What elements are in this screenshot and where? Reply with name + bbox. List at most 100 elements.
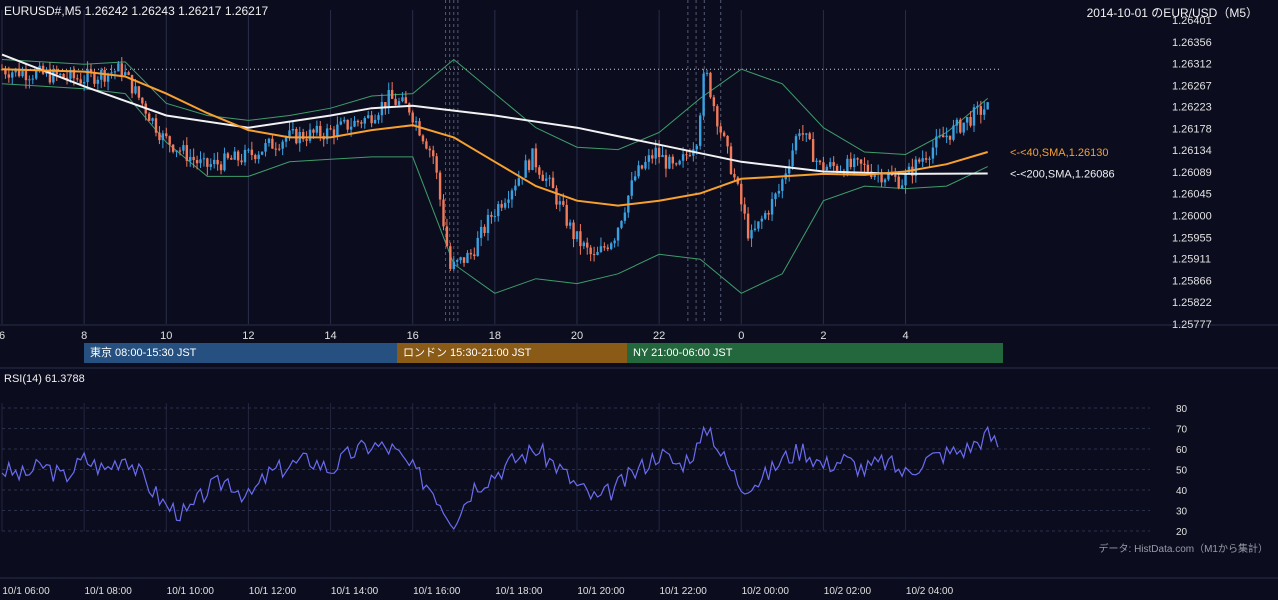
candle-body	[921, 158, 924, 162]
candle-body	[199, 159, 202, 164]
rsi-x-tick-label: 10/1 14:00	[331, 586, 379, 597]
price-panel: <-<40,SMA,1.26130 <-<200,SMA,1.26086	[0, 53, 1115, 294]
candle-body	[124, 72, 127, 76]
x-tick-label: 22	[653, 330, 665, 342]
candle-body	[154, 118, 158, 133]
candle-body	[811, 139, 815, 162]
candle-body	[103, 70, 106, 82]
candle-body	[134, 86, 137, 94]
candle-body	[897, 176, 900, 189]
candle-body	[79, 79, 82, 84]
session-tokyo: 東京 08:00-15:30 JST	[84, 343, 397, 363]
candle-body	[312, 129, 315, 133]
candle-body	[418, 121, 421, 136]
candle-body	[319, 125, 322, 137]
candle-body	[760, 218, 763, 222]
candle-body	[620, 220, 623, 228]
candle-body	[914, 159, 918, 176]
candle-body	[435, 156, 438, 173]
x-tick-label: 10	[160, 330, 172, 342]
candle-body	[35, 70, 38, 79]
candle-body	[541, 174, 544, 181]
candle-body	[390, 89, 394, 99]
candle-body	[822, 162, 825, 171]
candle-body	[452, 261, 455, 270]
candle-body	[726, 135, 729, 147]
candle-body	[397, 101, 401, 105]
candle-body	[959, 119, 962, 133]
candle-body	[442, 199, 445, 227]
candle-body	[69, 69, 72, 79]
candle-body	[931, 147, 935, 159]
candle-body	[425, 141, 428, 149]
candle-body	[11, 72, 14, 78]
candle-body	[613, 240, 616, 244]
x-tick-label: 14	[324, 330, 336, 342]
candle-body	[592, 254, 596, 256]
candle-body	[918, 159, 921, 162]
candle-body	[62, 73, 65, 78]
y-tick-label: 1.25911	[1172, 254, 1211, 266]
candle-body	[630, 180, 633, 196]
candle-body	[483, 226, 486, 233]
candle-body	[777, 190, 781, 194]
candle-body	[555, 188, 558, 205]
candle-body	[709, 72, 712, 98]
candle-body	[945, 135, 948, 138]
candle-body	[339, 121, 343, 125]
candle-body	[764, 213, 767, 219]
candle-body	[935, 136, 938, 148]
candle-body	[815, 160, 818, 162]
candle-body	[127, 72, 130, 75]
rsi-x-tick-label: 10/1 22:00	[659, 586, 707, 597]
candle-body	[853, 158, 856, 168]
candle-body	[243, 149, 247, 163]
candle-body	[384, 102, 387, 108]
candle-body	[616, 227, 620, 241]
candle-body	[941, 135, 945, 138]
rsi-y-tick-label: 40	[1176, 486, 1188, 497]
candle-body	[894, 175, 897, 177]
candle-body	[260, 151, 264, 155]
rsi-y-tick-label: 20	[1176, 527, 1188, 538]
candle-body	[185, 145, 189, 161]
candle-body	[596, 251, 599, 255]
candle-body	[562, 201, 565, 205]
candle-body	[575, 231, 579, 240]
y-tick-label: 1.26401	[1172, 15, 1212, 27]
candle-body	[363, 117, 366, 124]
sma200-label: <-<200,SMA,1.26086	[1010, 168, 1115, 180]
candle-body	[740, 183, 743, 205]
candle-body	[510, 190, 514, 200]
candle-body	[202, 158, 206, 160]
data-credit: データ: HistData.com（M1から集計）	[1098, 544, 1268, 555]
candle-body	[610, 243, 613, 249]
candle-body	[206, 158, 209, 167]
candle-body	[387, 89, 390, 108]
rsi-x-tick-label: 10/1 06:00	[2, 586, 50, 597]
candle-body	[24, 71, 28, 81]
y-tick-label: 1.26223	[1172, 102, 1212, 114]
candle-body	[664, 155, 668, 169]
symbol-header: EURUSD#,M5 1.26242 1.26243 1.26217 1.262…	[4, 4, 269, 18]
candle-body	[274, 148, 277, 150]
candle-body	[158, 132, 161, 141]
candle-body	[360, 122, 363, 124]
candle-body	[31, 78, 35, 80]
candle-body	[96, 79, 100, 84]
candle-body	[165, 133, 168, 137]
candle-body	[633, 176, 637, 181]
candle-body	[408, 103, 411, 113]
candle-body	[685, 154, 688, 156]
candle-body	[794, 136, 798, 151]
candle-body	[986, 102, 989, 110]
session-ny: NY 21:00-06:00 JST	[627, 343, 1003, 363]
candle-body	[781, 179, 784, 191]
sma200-line	[1, 53, 988, 175]
candle-body	[757, 221, 760, 229]
candle-body	[770, 199, 774, 215]
candle-body	[48, 70, 52, 83]
candle-body	[599, 246, 603, 252]
y-tick-label: 1.26134	[1172, 145, 1212, 157]
y-tick-label: 1.25777	[1172, 319, 1212, 331]
